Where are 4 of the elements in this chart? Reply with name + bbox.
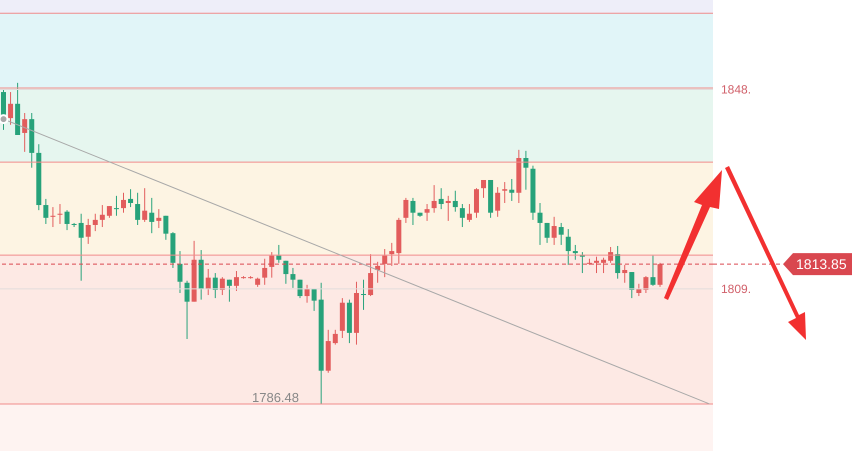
ref-line-label: 1786.48	[252, 390, 299, 406]
y-tick-label: 1848.	[721, 82, 752, 97]
y-tick-label: 1809.	[721, 282, 752, 296]
ref-line-label: 1813.85	[796, 256, 847, 272]
